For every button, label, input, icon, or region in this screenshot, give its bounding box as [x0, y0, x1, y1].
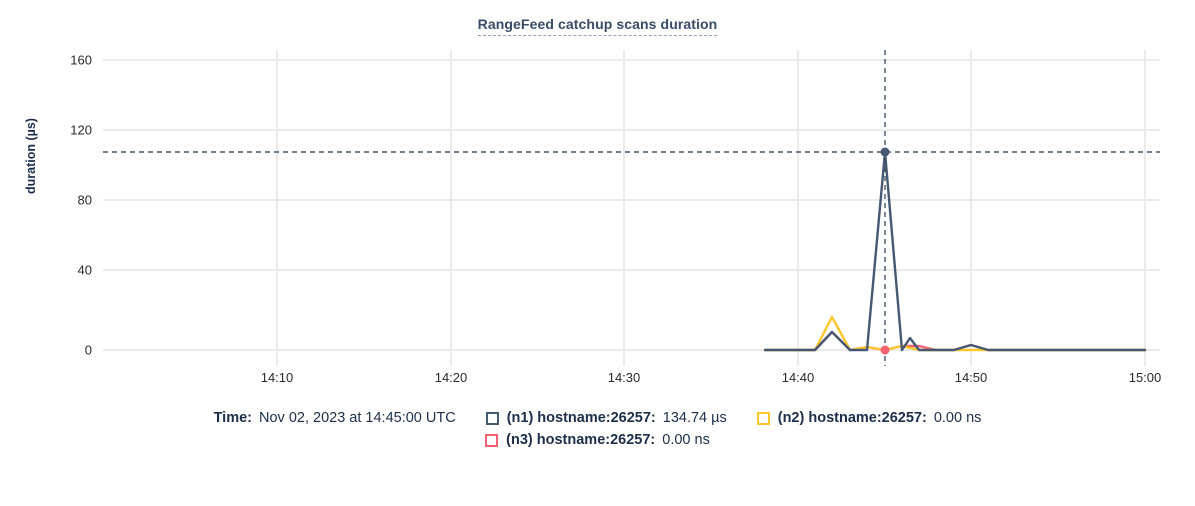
- legend-label-n2: (n2) hostname:26257:: [777, 410, 927, 426]
- legend-item-n3[interactable]: (n3) hostname:26257: 0.00 ns: [485, 432, 710, 448]
- chart-legend: Time: Nov 02, 2023 at 14:45:00 UTC (n1) …: [0, 410, 1195, 454]
- plot-svg: [103, 50, 1160, 366]
- legend-swatch-n1-icon: [485, 411, 499, 425]
- y-tick-0: 0: [84, 342, 92, 358]
- horizontal-gridlines: [103, 59, 1160, 351]
- hover-point-n3: [880, 345, 890, 355]
- legend-swatch-n3-icon: [485, 433, 499, 447]
- vertical-gridlines: [276, 50, 1146, 366]
- y-tick-120: 120: [70, 122, 92, 138]
- legend-row-primary: Time: Nov 02, 2023 at 14:45:00 UTC (n1) …: [0, 410, 1195, 426]
- legend-value-n3: 0.00 ns: [662, 432, 710, 448]
- legend-time-value: Nov 02, 2023 at 14:45:00 UTC: [259, 410, 456, 426]
- x-tick-1420: 14:20: [434, 370, 468, 385]
- legend-item-n2[interactable]: (n2) hostname:26257: 0.00 ns: [756, 410, 982, 426]
- chart-title-text: RangeFeed catchup scans duration: [477, 16, 718, 36]
- legend-time: Time: Nov 02, 2023 at 14:45:00 UTC: [214, 410, 456, 426]
- y-tick-80: 80: [77, 192, 92, 208]
- x-tick-1450: 14:50: [954, 370, 988, 385]
- y-tick-40: 40: [77, 262, 92, 278]
- legend-value-n2: 0.00 ns: [933, 410, 982, 426]
- x-tick-1410: 14:10: [260, 370, 294, 385]
- y-tick-160: 160: [70, 52, 92, 68]
- legend-value-n1: 134.74 µs: [662, 410, 727, 426]
- x-axis-ticks: 14:10 14:20 14:30 14:40 14:50 15:00: [0, 356, 1195, 386]
- x-tick-1430: 14:30: [607, 370, 641, 385]
- series-line-n1: [763, 150, 1147, 352]
- legend-item-n1[interactable]: (n1) hostname:26257: 134.74 µs: [485, 410, 727, 426]
- y-axis-ticks: 160 120 80 40 0: [30, 44, 92, 394]
- chart-title: RangeFeed catchup scans duration: [0, 16, 1195, 36]
- hover-point-n1: [880, 147, 890, 157]
- x-tick-1500: 15:00: [1128, 370, 1162, 385]
- series-line-n2: [763, 315, 1147, 352]
- x-tick-1440: 14:40: [781, 370, 815, 385]
- legend-swatch-n2-icon: [756, 411, 770, 425]
- legend-row-secondary: (n3) hostname:26257: 0.00 ns: [0, 432, 1195, 448]
- plot-area[interactable]: duration (µs) 160 120 80 40 0: [0, 44, 1195, 394]
- legend-time-label: Time:: [213, 410, 252, 426]
- legend-label-n1: (n1) hostname:26257:: [506, 410, 656, 426]
- legend-label-n3: (n3) hostname:26257:: [506, 432, 656, 448]
